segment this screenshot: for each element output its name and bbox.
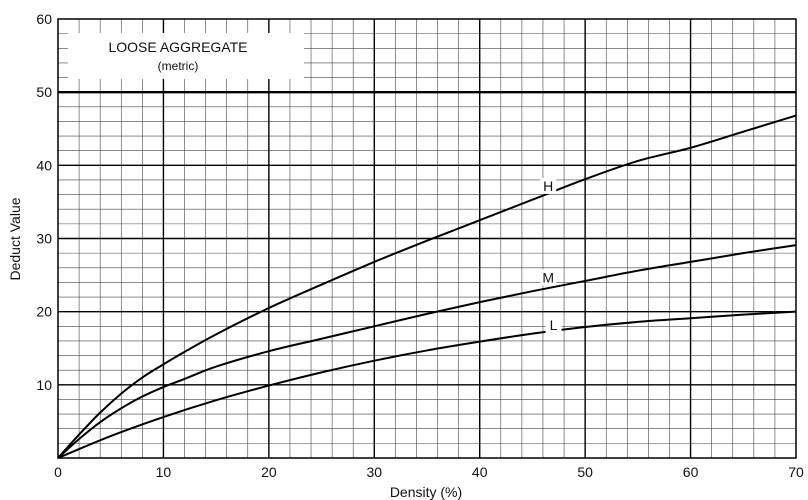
y-tick-label: 60 bbox=[36, 11, 52, 27]
y-tick-label: 50 bbox=[36, 84, 52, 100]
series-label-l: L bbox=[550, 317, 558, 333]
y-tick-label: 40 bbox=[36, 157, 52, 173]
y-tick-labels: 10 20 30 40 50 60 bbox=[36, 11, 52, 393]
series-line-l bbox=[57, 310, 797, 459]
x-tick-label: 0 bbox=[54, 464, 62, 480]
y-axis-label: Deduct Value bbox=[7, 197, 23, 280]
major-grid bbox=[58, 19, 796, 458]
x-tick-label: 60 bbox=[683, 464, 699, 480]
x-tick-labels: 0 10 20 30 40 50 60 70 bbox=[54, 464, 804, 480]
y-tick-label: 10 bbox=[36, 377, 52, 393]
x-tick-label: 50 bbox=[577, 464, 593, 480]
series-labels: H M L bbox=[540, 177, 562, 333]
series-label-bg-h bbox=[540, 177, 557, 194]
x-tick-label: 10 bbox=[156, 464, 172, 480]
series-line-m bbox=[57, 244, 797, 459]
chart-title: LOOSE AGGREGATE bbox=[108, 39, 247, 55]
series-label-bg-l bbox=[545, 316, 562, 333]
x-tick-label: 70 bbox=[788, 464, 804, 480]
title-box: LOOSE AGGREGATE (metric) bbox=[68, 33, 304, 79]
series-label-m: M bbox=[542, 269, 554, 285]
x-tick-label: 20 bbox=[261, 464, 277, 480]
series-label-h: H bbox=[543, 178, 553, 194]
plot-frame bbox=[57, 18, 797, 459]
series-lines bbox=[57, 114, 797, 459]
chart-subtitle: (metric) bbox=[158, 59, 199, 73]
x-axis-label: Density (%) bbox=[390, 484, 462, 500]
title-background bbox=[68, 33, 304, 79]
series-label-bg-m bbox=[540, 269, 557, 286]
series-line-h bbox=[57, 114, 797, 459]
y-tick-label: 30 bbox=[36, 231, 52, 247]
x-tick-label: 40 bbox=[472, 464, 488, 480]
y-tick-label: 20 bbox=[36, 304, 52, 320]
x-tick-label: 30 bbox=[366, 464, 382, 480]
